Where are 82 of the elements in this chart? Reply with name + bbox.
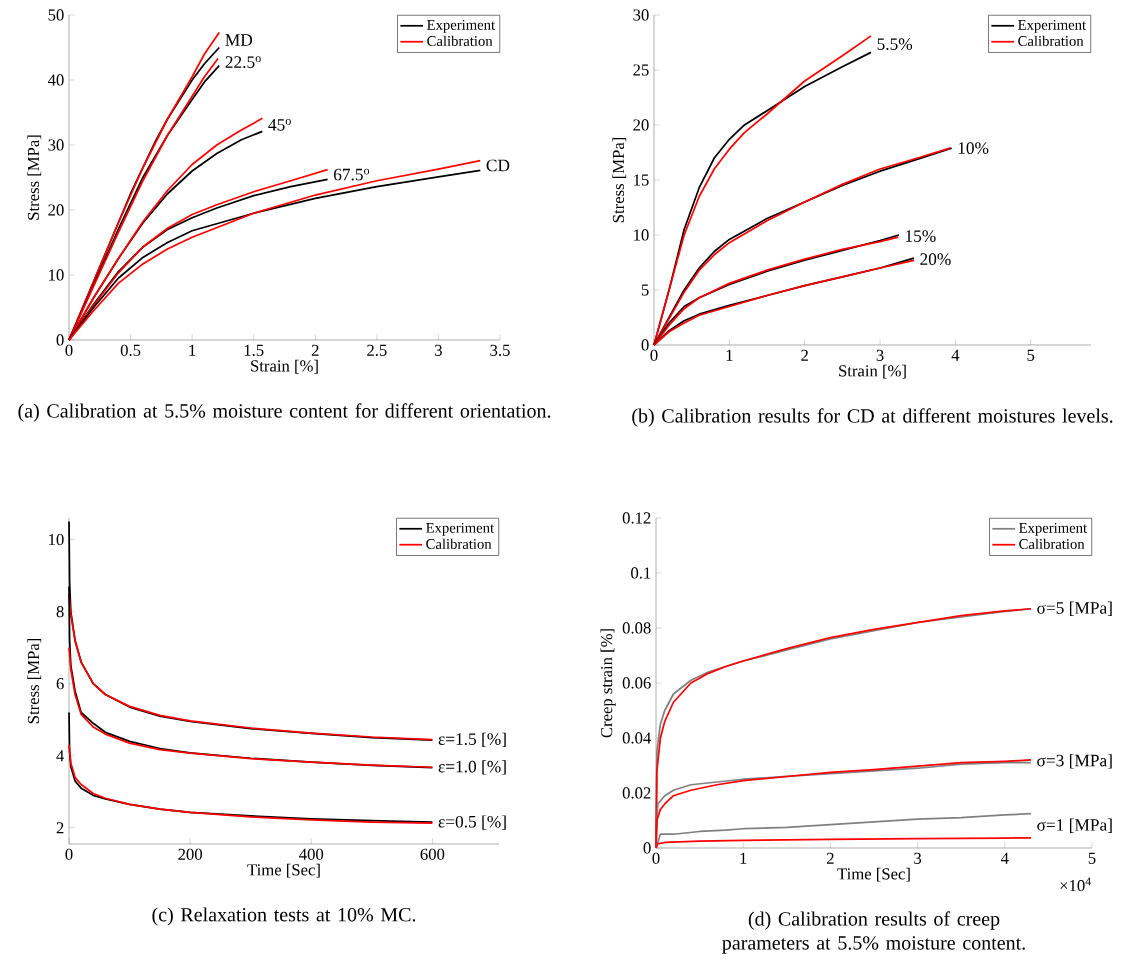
text: (c) Relaxation tests at 10% MC.: [152, 907, 416, 926]
x-tick-label: 3: [876, 349, 884, 361]
x-tick-label: 200: [178, 848, 202, 860]
annotation: 22.5$^{o}$: [225, 56, 261, 69]
annotation: 67.5$^{o}$: [333, 168, 370, 181]
annotation: CD: [486, 159, 510, 172]
text: (d) Calibration results of creep parameters at 5.5% moisture content.: [722, 911, 1025, 954]
x-tick-label: 0: [65, 344, 73, 356]
x-tick-label: 3: [435, 344, 442, 356]
x-tick-label: 1: [189, 344, 196, 356]
x-tick-label: 5: [1027, 349, 1035, 361]
legend-label: Calibration: [426, 538, 492, 549]
y-axis-title: Creep strain [%]: [600, 629, 616, 738]
y-tick-label: 6: [56, 678, 64, 690]
legend-label: Calibration: [427, 35, 493, 46]
x-tick-label: 4: [951, 349, 960, 361]
x-tick-label: 400: [299, 848, 324, 860]
x-tick-label: 3: [914, 852, 922, 864]
y-tick-label: 20: [48, 204, 64, 216]
y-tick-label: 0.02: [622, 787, 651, 799]
annotation: σ=1 [MPa]: [1037, 818, 1112, 833]
x-tick-label: 2: [311, 344, 319, 356]
y-axis-title: Stress [MPa]: [27, 638, 42, 724]
y-tick-label: 50: [48, 9, 64, 21]
y-tick-label: 0: [56, 334, 64, 346]
x-tick-label: 2: [801, 349, 808, 361]
x-tick-label: 4: [1000, 852, 1009, 864]
y-axis-title: Stress [MPa]: [27, 135, 42, 220]
x-tick-label: 1: [726, 349, 733, 361]
annotation: MD: [225, 34, 253, 46]
y-tick-label: 15: [634, 174, 649, 186]
annotation: 45$^{o}$: [268, 119, 291, 131]
y-tick-label: 30: [633, 9, 649, 21]
y-tick-label: 40: [47, 74, 64, 86]
y-tick-label: 25: [633, 64, 649, 76]
y-tick-label: 0.1: [631, 567, 651, 579]
legend-label: Experiment: [427, 19, 495, 33]
y-tick-label: 0.12: [622, 512, 651, 524]
text: ×10$^{4}$: [1060, 877, 1091, 892]
y-tick-label: 4: [56, 750, 65, 762]
annotation: 20%: [920, 253, 951, 266]
x-tick-label: 2: [826, 852, 834, 864]
y-tick-label: 0.08: [622, 622, 651, 634]
annotation: σ=3 [MPa]: [1037, 754, 1112, 769]
y-tick-label: 10: [49, 269, 64, 281]
legend-label: Experiment: [1018, 19, 1086, 33]
x-axis-title: Time [Sec]: [837, 867, 910, 882]
x-axis-title: Time [Sec]: [247, 863, 320, 878]
x-tick-label: 3.5: [490, 344, 510, 356]
x-axis-title: Strain [%]: [251, 359, 318, 374]
annotation: σ=5 [MPa]: [1037, 601, 1112, 616]
text: (a) Calibration at 5.5% moisture content for different orientation.: [18, 403, 551, 422]
y-axis-title: Stress [MPa]: [612, 137, 627, 223]
y-tick-label: 0.06: [622, 677, 651, 689]
y-tick-label: 10: [634, 229, 649, 241]
x-tick-label: 0.5: [120, 344, 141, 357]
annotation: ε=1.5 [%]: [438, 732, 506, 748]
annotation: 15%: [906, 230, 936, 242]
x-tick-label: 0: [65, 848, 73, 860]
y-tick-label: 8: [56, 606, 64, 618]
legend-label: Experiment: [426, 522, 494, 536]
y-tick-label: 30: [48, 139, 64, 151]
legend-label: Calibration: [1018, 35, 1084, 46]
annotation: ε=1.0 [%]: [438, 760, 506, 775]
y-tick-label: 20: [633, 119, 649, 131]
annotation: ε=0.5 [%]: [438, 815, 506, 830]
y-tick-label: 2: [56, 822, 64, 834]
y-tick-label: 10: [49, 533, 64, 546]
legend-label: Experiment: [1019, 522, 1087, 536]
annotation: 10%: [958, 142, 989, 154]
text: (b) Calibration results for CD at different moistures levels.: [632, 408, 1113, 427]
x-tick-label: 2.5: [367, 344, 387, 356]
x-tick-label: 1: [740, 852, 747, 864]
x-tick-label: 1.5: [244, 344, 264, 356]
x-tick-label: 600: [420, 848, 445, 860]
x-tick-label: 0: [652, 852, 660, 864]
y-tick-label: 0.04: [622, 732, 652, 744]
legend-label: Calibration: [1019, 538, 1085, 549]
annotation: 5.5%: [877, 38, 913, 51]
y-tick-label: 5: [641, 284, 649, 296]
x-tick-label: 5: [1088, 852, 1096, 864]
x-axis-title: Strain [%]: [839, 364, 906, 379]
